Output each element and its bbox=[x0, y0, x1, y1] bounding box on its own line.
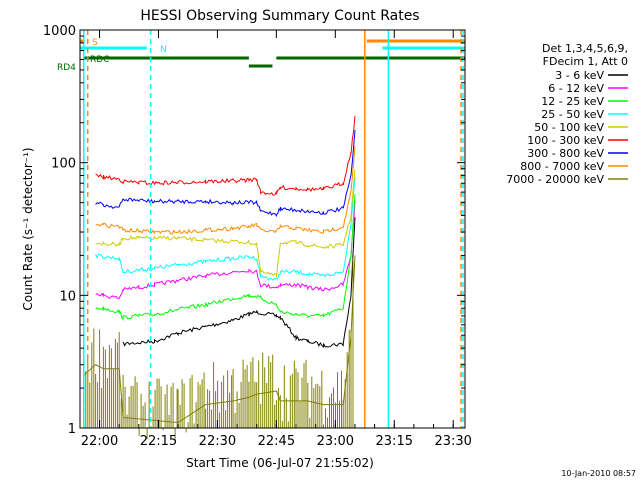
series-line bbox=[95, 115, 356, 196]
legend: Det 1,3,4,5,6,9,FDecim 1, Att 03 - 6 keV… bbox=[506, 42, 628, 186]
flag-label: N bbox=[160, 45, 167, 55]
legend-entry-label: 300 - 800 keV bbox=[527, 147, 604, 160]
legend-entry-label: 6 - 12 keV bbox=[548, 82, 604, 95]
series-5 bbox=[95, 115, 356, 196]
axes-layer: 22:00 22:15 22:30 22:45 23:00 23:15 23:30 1 10 10… bbox=[43, 24, 472, 449]
series-line bbox=[95, 193, 356, 322]
flags-layer: S N RDC RD4 bbox=[57, 38, 465, 73]
x-tick-label: 23:15 bbox=[376, 434, 413, 449]
x-tick-label: 22:45 bbox=[258, 434, 295, 449]
series-4 bbox=[95, 169, 356, 278]
legend-entry-label: 3 - 6 keV bbox=[555, 69, 604, 82]
series-line bbox=[83, 255, 356, 424]
series-line bbox=[95, 145, 356, 235]
series-0 bbox=[122, 217, 356, 348]
series-1 bbox=[95, 200, 356, 300]
x-tick-label: 22:00 bbox=[81, 434, 118, 449]
legend-entry-label: 25 - 50 keV bbox=[541, 108, 604, 121]
x-tick-label: 23:00 bbox=[317, 434, 354, 449]
x-tick-label: 22:15 bbox=[140, 434, 177, 449]
legend-entry-label: 7000 - 20000 keV bbox=[506, 173, 604, 186]
legend-header-line: FDecim 1, Att 0 bbox=[543, 55, 628, 68]
series-layer bbox=[83, 115, 356, 441]
series-6 bbox=[95, 130, 356, 218]
series-7 bbox=[95, 145, 356, 235]
y-tick-label: 10 bbox=[59, 289, 76, 304]
series-line bbox=[95, 169, 356, 278]
markers-layer bbox=[83, 30, 464, 428]
plot-frame bbox=[79, 29, 466, 429]
footer-timestamp: 10-Jan-2010 08:57 bbox=[561, 469, 636, 478]
x-tick-label: 23:30 bbox=[434, 434, 471, 449]
legend-entry-label: 800 - 7000 keV bbox=[520, 160, 604, 173]
series-line bbox=[95, 200, 356, 300]
y-tick-label: 1 bbox=[68, 422, 76, 437]
series-line bbox=[95, 130, 356, 218]
y-tick-label: 100 bbox=[51, 157, 76, 172]
legend-entry-label: 100 - 300 keV bbox=[527, 134, 604, 147]
series-line bbox=[95, 177, 356, 281]
legend-entry-label: 12 - 25 keV bbox=[541, 95, 604, 108]
series-line bbox=[122, 217, 356, 348]
legend-header-line: Det 1,3,4,5,6,9, bbox=[542, 42, 628, 55]
y-tick-label: 1000 bbox=[43, 24, 76, 39]
legend-entry-label: 50 - 100 keV bbox=[534, 121, 604, 134]
y-axis-label: Count Rate (s⁻¹ detector⁻¹) bbox=[21, 147, 35, 310]
x-tick-label: 22:30 bbox=[199, 434, 236, 449]
series-8 bbox=[83, 255, 356, 441]
chart-title: HESSI Observing Summary Count Rates bbox=[140, 8, 419, 24]
flag-label: RD4 bbox=[57, 63, 76, 73]
flag-label: S bbox=[92, 38, 98, 48]
x-axis-label: Start Time (06-Jul-07 21:55:02) bbox=[186, 456, 374, 470]
series-2 bbox=[95, 193, 356, 322]
flag-label: RDC bbox=[90, 55, 109, 65]
series-3 bbox=[95, 177, 356, 281]
